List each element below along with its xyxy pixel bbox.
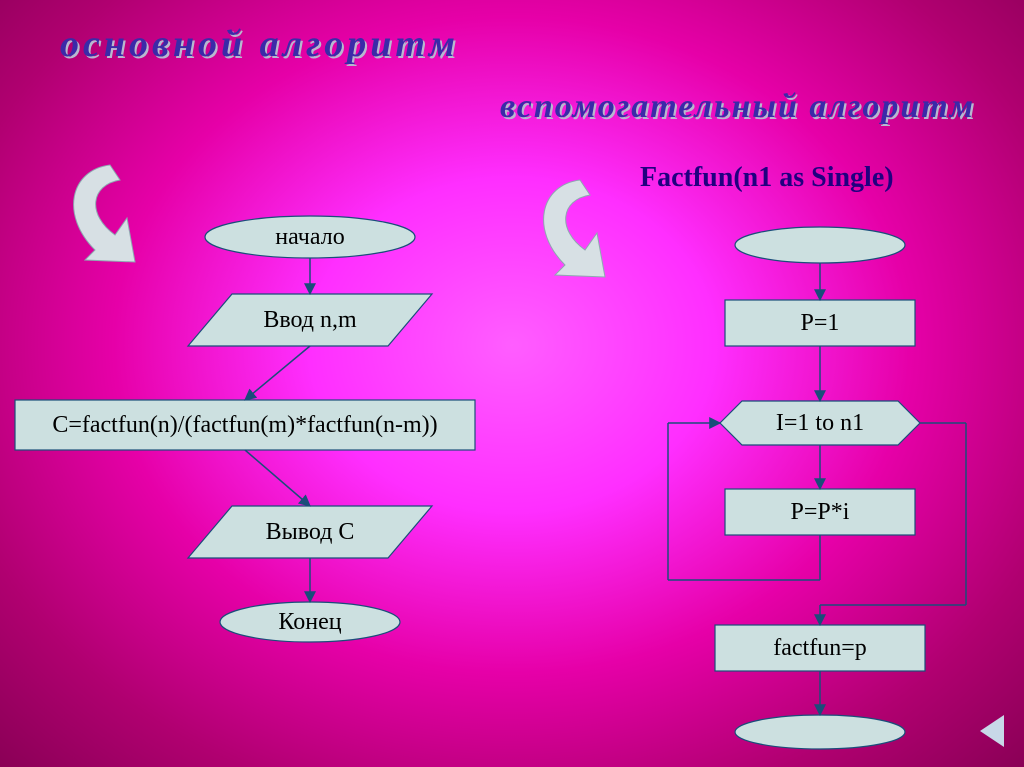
flowchart-canvas: начало Ввод n,m C=factfun(n)/(factfun(m)*f… bbox=[0, 0, 1024, 767]
svg-text:factfun=p: factfun=p bbox=[773, 635, 867, 661]
nav-back-icon[interactable] bbox=[980, 715, 1004, 747]
svg-text:I=1 to n1: I=1 to n1 bbox=[776, 410, 864, 436]
svg-text:P=1: P=1 bbox=[801, 310, 840, 336]
svg-text:C=factfun(n)/(factfun(m)*factf: C=factfun(n)/(factfun(m)*factfun(n-m)) bbox=[52, 412, 437, 438]
svg-text:Конец: Конец bbox=[278, 609, 341, 635]
svg-text:P=P*i: P=P*i bbox=[791, 499, 850, 525]
svg-text:Ввод n,m: Ввод n,m bbox=[263, 307, 357, 333]
svg-text:Вывод С: Вывод С bbox=[266, 519, 355, 545]
svg-text:начало: начало bbox=[275, 224, 344, 250]
